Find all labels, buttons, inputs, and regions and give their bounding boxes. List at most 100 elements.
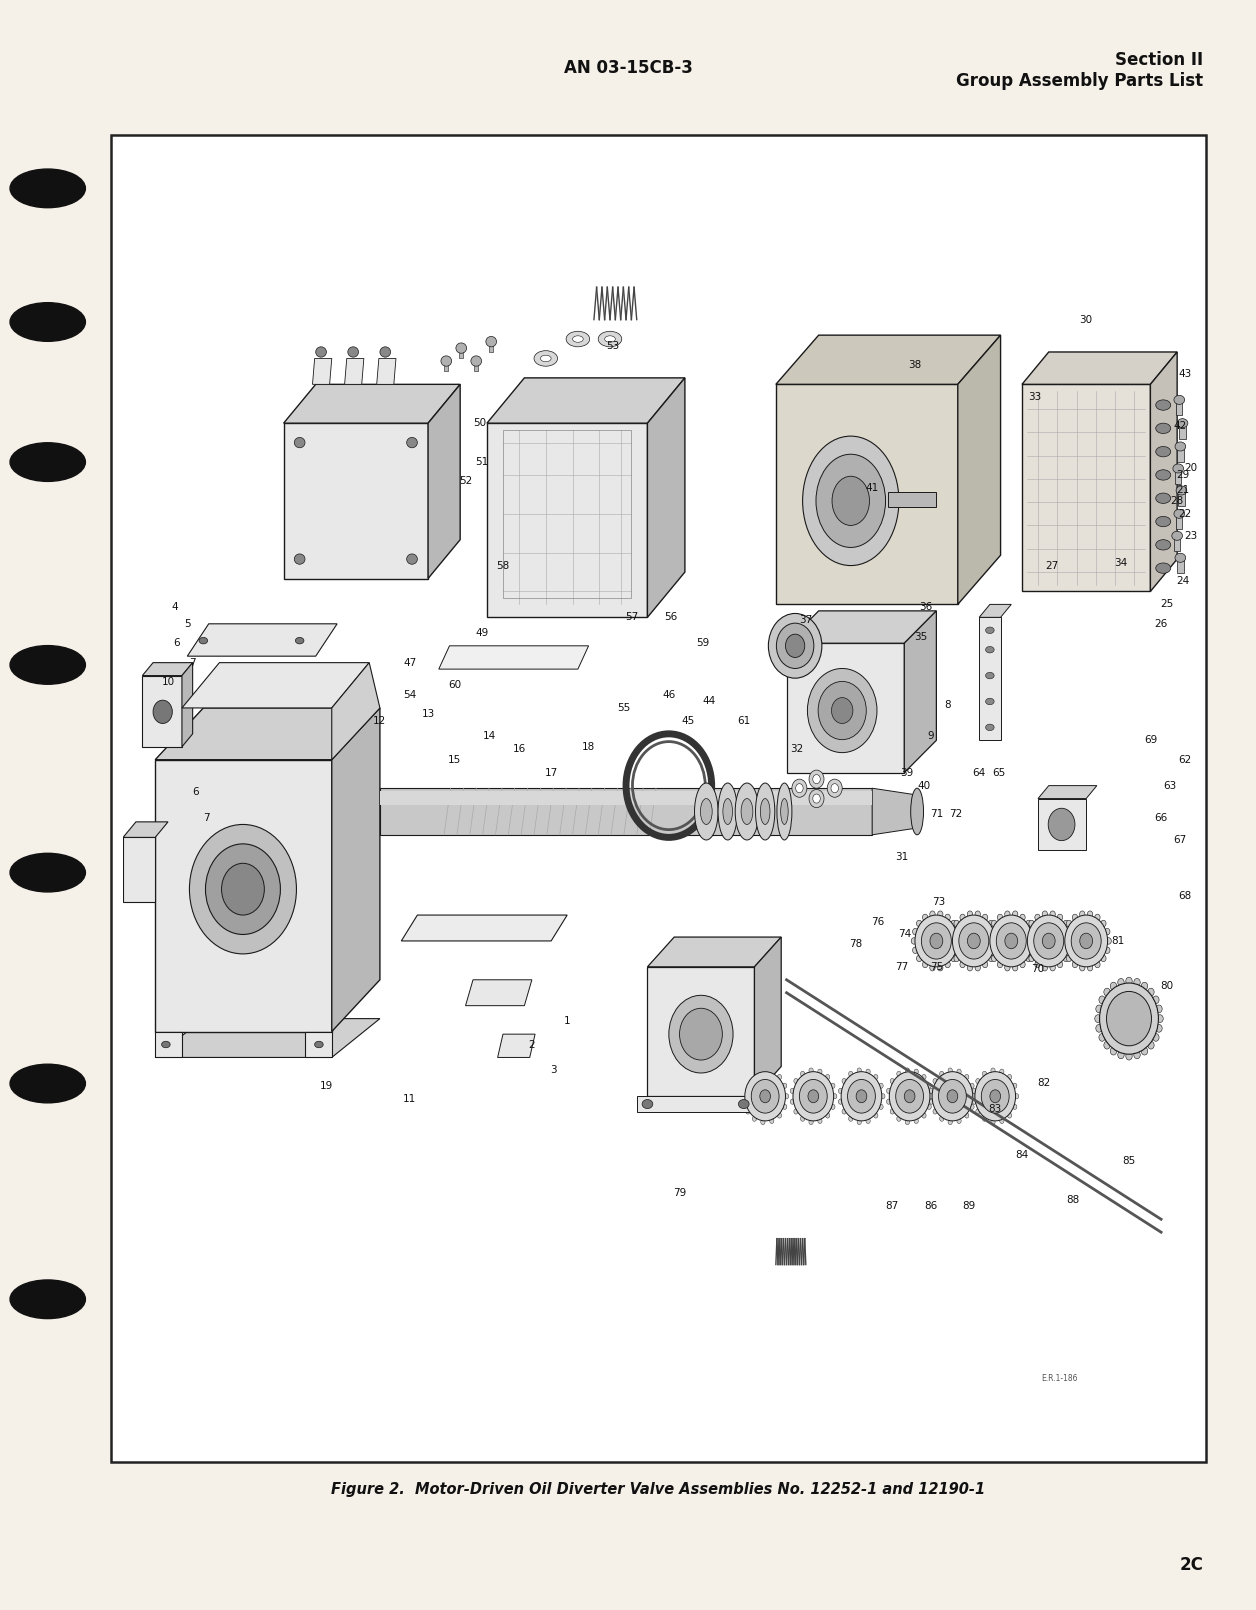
Ellipse shape xyxy=(874,1074,878,1080)
Text: 57: 57 xyxy=(624,612,638,623)
Ellipse shape xyxy=(1088,911,1093,918)
Ellipse shape xyxy=(1100,921,1107,927)
Ellipse shape xyxy=(950,947,956,953)
Ellipse shape xyxy=(992,947,997,953)
Ellipse shape xyxy=(1176,554,1186,562)
Ellipse shape xyxy=(976,1079,980,1084)
Text: 54: 54 xyxy=(403,691,417,700)
Ellipse shape xyxy=(1080,911,1085,918)
Text: 44: 44 xyxy=(703,697,716,707)
Ellipse shape xyxy=(1049,808,1075,840)
Polygon shape xyxy=(142,676,182,747)
Ellipse shape xyxy=(929,1100,933,1104)
Ellipse shape xyxy=(1005,911,1010,918)
Ellipse shape xyxy=(842,1079,847,1084)
Ellipse shape xyxy=(1157,1014,1163,1022)
Text: 55: 55 xyxy=(617,704,631,713)
Ellipse shape xyxy=(761,1119,765,1125)
Text: 3: 3 xyxy=(550,1066,556,1075)
Ellipse shape xyxy=(1026,955,1031,961)
Ellipse shape xyxy=(917,921,922,927)
Ellipse shape xyxy=(809,1119,813,1125)
Ellipse shape xyxy=(162,1042,170,1048)
Text: 17: 17 xyxy=(545,768,558,778)
Ellipse shape xyxy=(1030,929,1035,935)
Text: 79: 79 xyxy=(673,1188,686,1198)
Ellipse shape xyxy=(760,799,770,824)
Ellipse shape xyxy=(540,356,551,362)
Ellipse shape xyxy=(1134,979,1140,987)
Text: 58: 58 xyxy=(496,560,510,570)
Text: 4: 4 xyxy=(171,602,178,612)
Text: 84: 84 xyxy=(1015,1150,1029,1159)
Text: 35: 35 xyxy=(913,631,927,642)
Ellipse shape xyxy=(865,1069,870,1074)
Ellipse shape xyxy=(986,626,995,633)
Ellipse shape xyxy=(1153,1034,1159,1042)
Ellipse shape xyxy=(955,955,960,961)
Ellipse shape xyxy=(1073,961,1078,968)
Ellipse shape xyxy=(486,336,496,346)
Ellipse shape xyxy=(1063,947,1068,953)
Ellipse shape xyxy=(904,1090,914,1103)
Text: 53: 53 xyxy=(607,340,619,351)
Ellipse shape xyxy=(929,1088,933,1093)
Ellipse shape xyxy=(441,356,452,365)
Ellipse shape xyxy=(1148,989,1154,997)
Ellipse shape xyxy=(922,914,928,921)
Polygon shape xyxy=(1177,557,1183,573)
Text: 87: 87 xyxy=(884,1201,898,1211)
Text: 56: 56 xyxy=(664,612,677,623)
Ellipse shape xyxy=(1173,464,1183,473)
Ellipse shape xyxy=(889,1072,929,1121)
Polygon shape xyxy=(123,821,168,837)
Polygon shape xyxy=(487,423,647,617)
Polygon shape xyxy=(1150,353,1177,591)
Ellipse shape xyxy=(1042,964,1048,971)
Text: 49: 49 xyxy=(475,628,489,638)
Polygon shape xyxy=(904,610,937,773)
Ellipse shape xyxy=(955,929,960,935)
Text: 22: 22 xyxy=(1178,509,1191,518)
Text: 12: 12 xyxy=(373,716,387,726)
Ellipse shape xyxy=(1134,1051,1140,1059)
Polygon shape xyxy=(284,385,460,423)
Ellipse shape xyxy=(932,1072,972,1121)
Text: 42: 42 xyxy=(1174,420,1187,431)
Ellipse shape xyxy=(1156,517,1171,526)
Ellipse shape xyxy=(756,782,775,840)
Ellipse shape xyxy=(1012,911,1017,918)
Ellipse shape xyxy=(1156,564,1171,573)
Ellipse shape xyxy=(938,1079,966,1113)
Ellipse shape xyxy=(1030,947,1035,953)
Ellipse shape xyxy=(566,332,589,346)
Ellipse shape xyxy=(986,724,995,731)
Ellipse shape xyxy=(1012,1104,1017,1109)
Ellipse shape xyxy=(770,1119,774,1124)
Ellipse shape xyxy=(795,784,803,792)
Text: 72: 72 xyxy=(950,810,962,819)
Ellipse shape xyxy=(937,911,943,918)
Ellipse shape xyxy=(1071,923,1102,960)
Ellipse shape xyxy=(914,1069,918,1074)
Ellipse shape xyxy=(986,937,991,943)
Text: 78: 78 xyxy=(849,939,863,948)
Ellipse shape xyxy=(937,964,943,971)
Ellipse shape xyxy=(10,1064,85,1103)
Text: 74: 74 xyxy=(898,929,911,940)
Ellipse shape xyxy=(745,1072,785,1121)
Ellipse shape xyxy=(1012,964,1017,971)
Ellipse shape xyxy=(848,1079,875,1113)
Ellipse shape xyxy=(1156,1005,1162,1013)
Ellipse shape xyxy=(808,668,877,752)
Ellipse shape xyxy=(1176,441,1186,451)
Ellipse shape xyxy=(746,1109,750,1114)
Ellipse shape xyxy=(956,937,962,943)
Ellipse shape xyxy=(1156,399,1171,411)
Ellipse shape xyxy=(927,1104,931,1109)
Text: 27: 27 xyxy=(1045,560,1059,570)
Ellipse shape xyxy=(1034,923,1064,960)
Ellipse shape xyxy=(10,1280,85,1319)
Ellipse shape xyxy=(742,1088,746,1093)
Ellipse shape xyxy=(1095,1024,1103,1032)
